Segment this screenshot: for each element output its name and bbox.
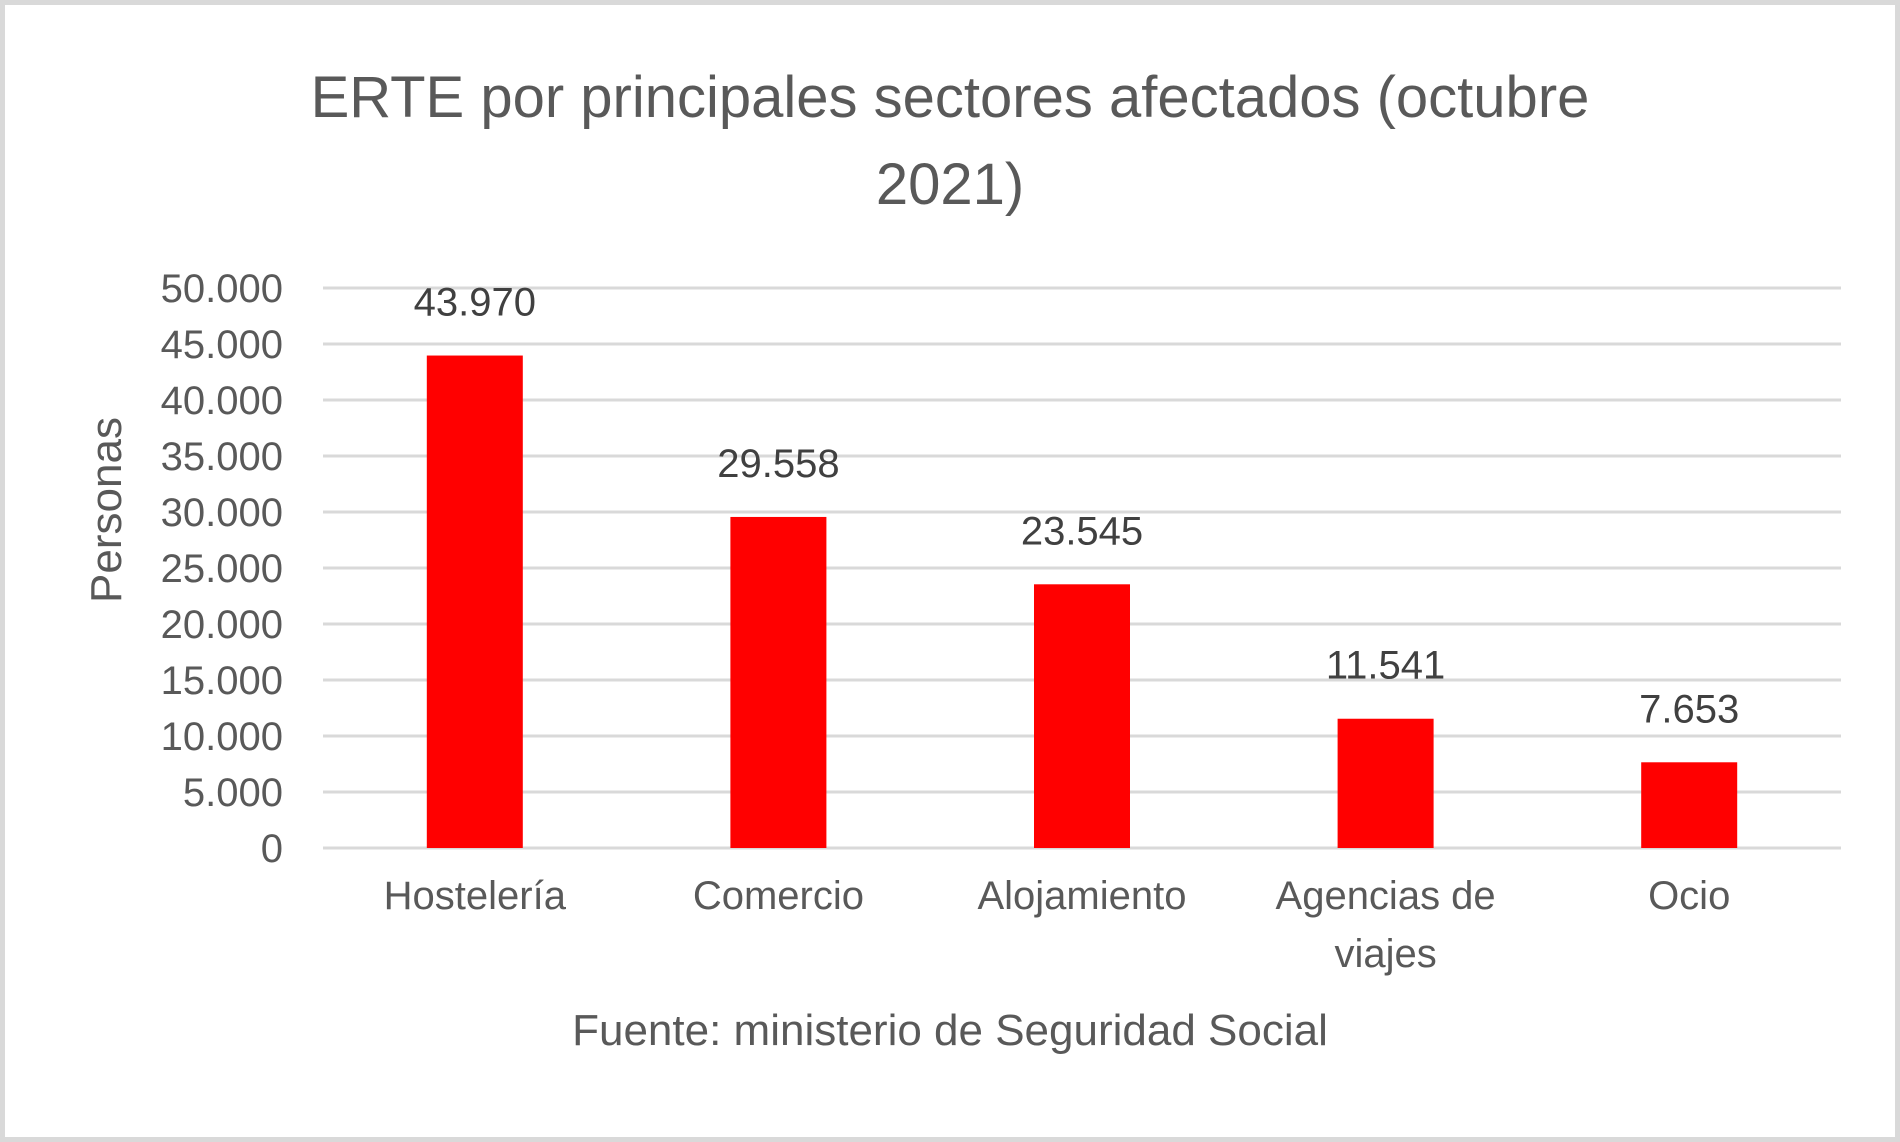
x-axis-title-source: Fuente: ministerio de Seguridad Social [572, 1006, 1328, 1055]
data-labels: 43.970 29.558 23.545 11.541 7.653 [414, 281, 1740, 732]
x-tick-label: Ocio [1648, 874, 1730, 918]
y-axis-title: Personas [82, 417, 131, 603]
y-tick-label: 0 [261, 827, 283, 871]
y-tick-label: 35.000 [161, 435, 283, 479]
data-label: 29.558 [717, 442, 839, 486]
x-tick-label: Comercio [693, 874, 864, 918]
y-tick-label: 30.000 [161, 491, 283, 535]
y-axis-ticks: 0 5.000 10.000 15.000 20.000 25.000 30.000 35.0… [161, 267, 283, 871]
bars [426, 355, 1738, 848]
x-tick-label: Agencias de [1276, 874, 1496, 918]
data-label: 11.541 [1326, 644, 1445, 688]
x-tick-label: viajes [1334, 932, 1436, 976]
y-tick-label: 20.000 [161, 603, 283, 647]
x-tick-label: Alojamiento [977, 874, 1186, 918]
bar [1337, 718, 1434, 848]
y-tick-label: 25.000 [161, 547, 283, 591]
chart-title-line: 2021) [876, 152, 1024, 217]
x-tick-label: Hostelería [384, 874, 567, 918]
y-tick-label: 45.000 [161, 323, 283, 367]
y-tick-label: 15.000 [161, 659, 283, 703]
data-label: 23.545 [1021, 509, 1143, 553]
data-label: 7.653 [1639, 687, 1739, 731]
bar-chart: ERTE por principales sectores afectados … [82, 65, 1841, 1055]
x-axis-categories: Hostelería Comercio Alojamiento Agencias de… [384, 874, 1731, 976]
bar [426, 355, 523, 848]
bar [730, 516, 827, 848]
chart-title-line: ERTE por principales sectores afectados … [311, 65, 1590, 130]
bar [1034, 584, 1130, 848]
data-label: 43.970 [414, 281, 536, 325]
chart-title: ERTE por principales sectores afectados … [311, 65, 1590, 217]
y-tick-label: 10.000 [161, 715, 283, 759]
bar [1641, 762, 1738, 848]
y-tick-label: 50.000 [161, 267, 283, 311]
y-tick-label: 40.000 [161, 379, 283, 423]
y-tick-label: 5.000 [183, 771, 283, 815]
